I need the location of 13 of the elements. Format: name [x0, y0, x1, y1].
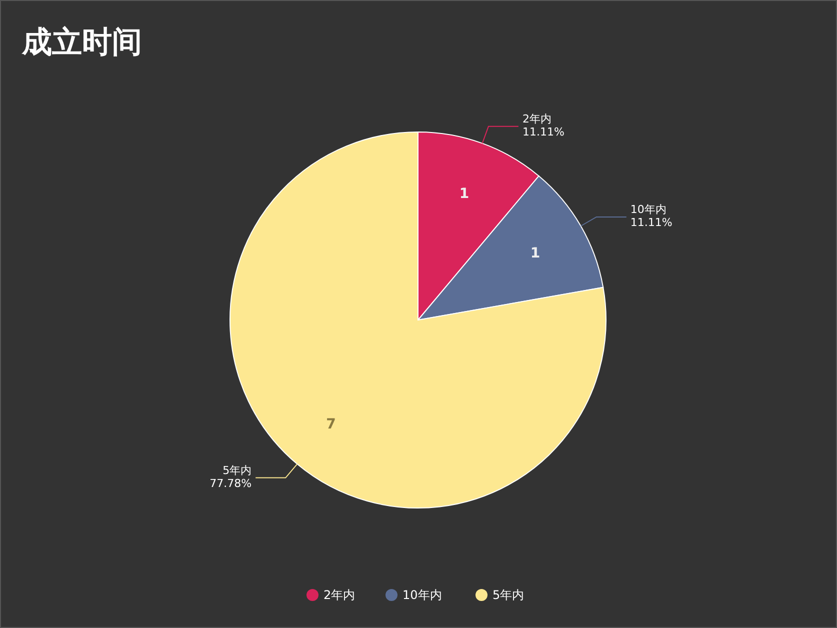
data-label: 1	[530, 245, 540, 262]
slice-label: 5年内	[222, 464, 252, 477]
data-label: 1	[459, 186, 470, 202]
slice-label: 2年内	[522, 112, 552, 126]
text: 11.11%	[630, 216, 672, 229]
legend-label: 2年内	[324, 588, 356, 602]
legend-label: 5年内	[492, 588, 524, 602]
text: 77.78%	[210, 476, 252, 490]
legend-label: 10年内	[402, 588, 442, 602]
chart-title: 成立时间	[21, 25, 142, 60]
data-label: 7	[326, 416, 336, 433]
text: 11.11%	[522, 125, 564, 138]
slice-label: 10年内	[630, 203, 666, 216]
